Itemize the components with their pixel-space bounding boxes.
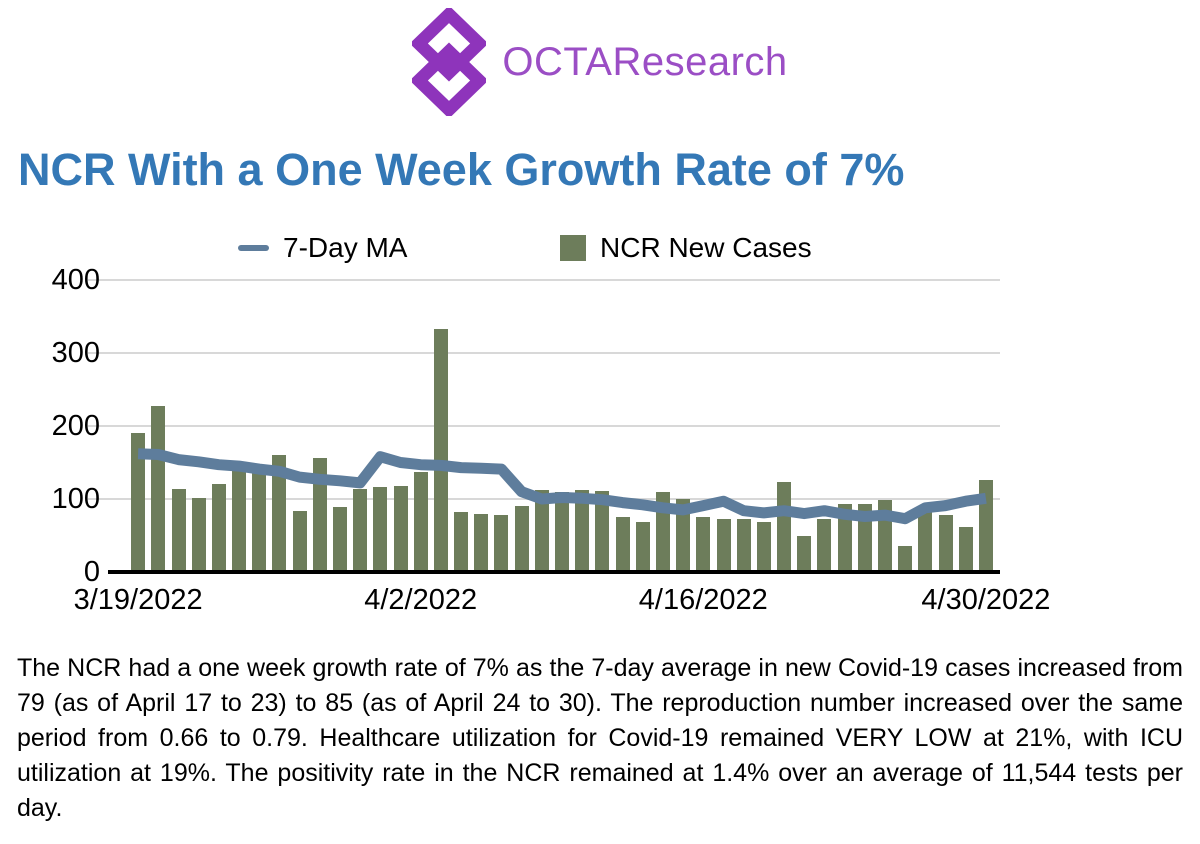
bar [857, 504, 872, 572]
bar [615, 517, 630, 573]
bar [837, 504, 852, 572]
bar [191, 497, 206, 572]
y-axis-label: 200 [51, 410, 100, 442]
bar [474, 513, 489, 572]
legend-label: 7-Day MA [283, 232, 408, 263]
bar [252, 469, 267, 572]
legend-item: NCR New Cases [560, 232, 812, 264]
bar [958, 526, 973, 572]
bar [272, 454, 287, 572]
y-axis-label: 100 [51, 483, 100, 515]
bar [393, 485, 408, 572]
octa-diamonds-icon [412, 8, 487, 116]
bar [555, 491, 569, 572]
bar [433, 328, 448, 572]
bar [716, 518, 731, 572]
bar [575, 489, 590, 572]
bar [312, 458, 327, 572]
bar [756, 521, 771, 572]
x-axis-label: 4/30/2022 [921, 584, 1051, 616]
x-axis-label: 4/16/2022 [638, 584, 768, 616]
bar [635, 521, 650, 572]
legend-line-swatch [238, 245, 269, 251]
bar [938, 515, 953, 572]
bar [696, 516, 711, 572]
bar [534, 489, 549, 572]
bar [736, 518, 751, 572]
bar [918, 505, 933, 572]
bar [151, 405, 166, 572]
bar [413, 472, 428, 572]
gridline [88, 425, 1000, 427]
gridline [88, 279, 1000, 281]
legend-label: NCR New Cases [600, 232, 812, 263]
logo: OCTAResearch [0, 8, 1200, 116]
x-axis-label: 4/2/2022 [364, 584, 478, 616]
bar [878, 499, 892, 572]
legend-square-swatch [560, 235, 586, 261]
bar [777, 482, 791, 572]
bar [676, 499, 691, 572]
bar [797, 535, 812, 572]
bar [494, 515, 509, 572]
bar [978, 480, 993, 572]
page-title: NCR With a One Week Growth Rate of 7% [18, 144, 905, 195]
bar [817, 519, 832, 572]
bar [655, 492, 670, 572]
bar [595, 491, 610, 572]
x-axis-label: 3/19/2022 [73, 584, 203, 616]
bar [211, 483, 226, 572]
legend-item: 7-Day MA [238, 232, 407, 264]
bar [171, 488, 186, 572]
y-axis-label: 400 [51, 264, 100, 296]
bar [353, 488, 368, 572]
bar [454, 512, 469, 572]
bar [232, 467, 246, 572]
y-axis-label: 300 [51, 337, 100, 369]
bar [898, 545, 913, 572]
bar [292, 510, 307, 572]
bar [514, 505, 529, 572]
bar [333, 507, 347, 572]
bar [131, 433, 146, 572]
gridline [88, 352, 1000, 354]
summary-paragraph: The NCR had a one week growth rate of 7%… [17, 654, 1183, 822]
x-axis-line [108, 570, 1000, 574]
bar [373, 486, 388, 572]
y-axis-label: 0 [83, 556, 100, 588]
brand-text: OCTAResearch [502, 39, 788, 84]
